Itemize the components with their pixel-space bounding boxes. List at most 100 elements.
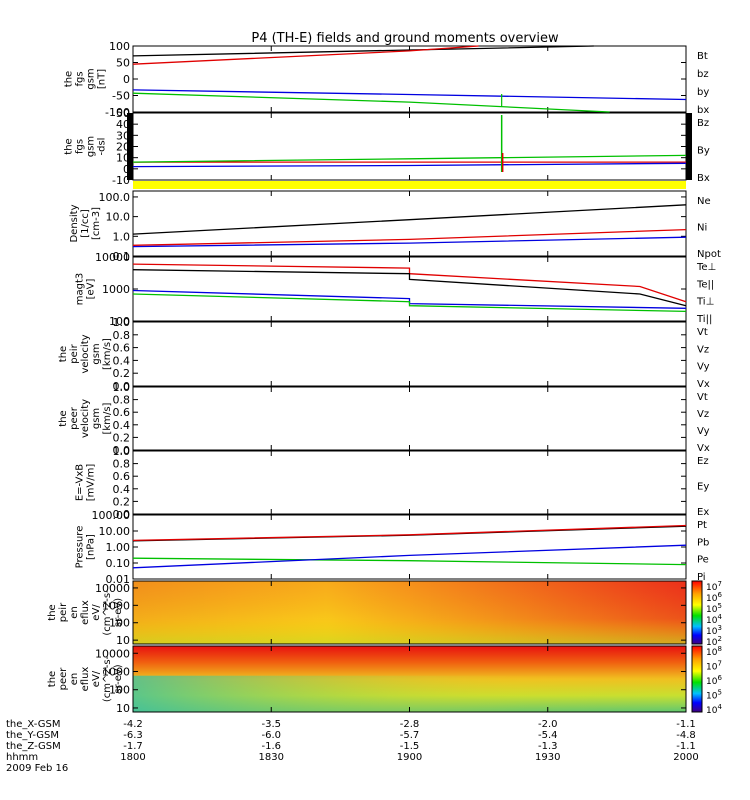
y-tick-label: 1.0 <box>113 445 131 458</box>
panel-fgs_gsm: 100 50 0 -50 -100 the fgs gsm [nT] Bt bz by bx <box>64 40 710 119</box>
footer-value: -1.5 <box>400 741 420 752</box>
panel-frame <box>132 256 687 322</box>
y-label-line: gsm <box>91 408 102 429</box>
footer-label-hhmm: hhmm <box>6 752 38 763</box>
legend-pe: Pe <box>697 555 709 566</box>
y-tick-label: 1.00 <box>106 541 131 554</box>
y-label-line: peer <box>69 406 80 430</box>
y-label-line: Pressure <box>75 526 86 569</box>
series-line-by <box>132 92 610 113</box>
series-line-ti <box>132 293 687 313</box>
legend-vy: Vy <box>697 426 710 437</box>
y-tick-label: 0.4 <box>113 354 131 367</box>
y-tick-label: 0.4 <box>113 419 131 432</box>
legend-by: by <box>697 87 709 98</box>
legend-vx: Vx <box>697 379 710 390</box>
legend-pi: Pi <box>697 572 706 583</box>
y-tick-label: 0.8 <box>113 458 131 471</box>
y-tick-label: 0.8 <box>113 329 131 342</box>
y-axis-label: E=-VxB [mV/m] <box>75 464 97 502</box>
legend-bx: Bx <box>697 173 710 184</box>
legend-bt: Bt <box>697 51 708 62</box>
legend-ti: Ti⊥ <box>696 297 714 308</box>
footer-value: 2000 <box>673 752 698 763</box>
panel-pressure: 100.00 10.00 1.00 0.10 0.01 Pressure [nPa] Pt Pb… <box>75 509 710 586</box>
y-tick-label: 10000 <box>95 647 130 660</box>
legend-ni: Ni <box>697 223 707 234</box>
footer-date: 2009 Feb 16 <box>6 763 68 774</box>
y-tick-label: 40 <box>116 118 130 131</box>
y-tick-label: 100 <box>109 684 130 697</box>
data-gap-marker-left <box>127 113 133 180</box>
y-tick-label: 50 <box>116 57 130 70</box>
y-tick-label: 0.2 <box>113 495 131 508</box>
y-label-line: gsm <box>86 136 97 157</box>
y-label-line: eV/ <box>91 604 102 621</box>
y-tick-label: 100.0 <box>99 191 131 204</box>
colorbar-tick-label: 106 <box>706 674 722 687</box>
footer-value: -2.0 <box>538 719 558 730</box>
y-tick-label: 100 <box>109 40 130 53</box>
y-tick-label: 0.0 <box>113 380 131 393</box>
y-label-line: [cm-3] <box>91 207 102 240</box>
series-line-pe <box>132 557 687 566</box>
y-tick-label: 1000 <box>102 599 130 612</box>
y-label-line: fgs <box>75 139 86 154</box>
y-label-line: eflux <box>80 667 91 692</box>
legend-ey: Ey <box>697 482 709 493</box>
y-axis-label: Density [1/cc] [cm-3] <box>69 204 102 242</box>
legend-vt: Vt <box>697 327 708 338</box>
panel-frame <box>132 514 687 580</box>
footer-value: -1.1 <box>676 741 696 752</box>
y-label-line: velocity <box>80 334 91 373</box>
footer-value: -4.2 <box>123 719 143 730</box>
legend-vz: Vz <box>697 344 709 355</box>
y-label-line: gsm <box>91 343 102 364</box>
y-tick-label: 0.10 <box>106 557 131 570</box>
y-axis-label: the peir en eflux eV/(cm^2-s-sr-eV) <box>47 589 124 636</box>
y-axis-label: the peer velocity gsm [km/s] <box>58 399 113 438</box>
legend-ti: Ti|| <box>696 314 712 325</box>
y-label-line: [eV] <box>86 279 97 300</box>
footer-value: -3.5 <box>261 719 281 730</box>
y-label-line: peer <box>58 667 69 691</box>
y-tick-label: 30 <box>116 129 130 142</box>
y-label-line: the <box>47 671 58 687</box>
y-label-line: eV/ <box>91 670 102 687</box>
y-label-line: gsm <box>86 68 97 89</box>
quality-flag-bar <box>133 181 686 189</box>
y-tick-label: 1.0 <box>113 230 131 243</box>
y-label-line: [1/cc] <box>80 209 91 238</box>
y-tick-label: 10 <box>116 152 130 165</box>
y-tick-label: 10.0 <box>106 211 131 224</box>
y-tick-label: 10000 <box>95 582 130 595</box>
y-axis-label: Pressure [nPa] <box>75 526 97 569</box>
y-tick-label: 0.01 <box>106 573 131 586</box>
y-label-line: the <box>58 410 69 426</box>
panel-frame <box>132 386 687 451</box>
series-line-pb <box>132 524 687 542</box>
y-tick-label: 0.4 <box>113 483 131 496</box>
y-tick-label: 10 <box>116 702 130 715</box>
legend-bz: Bz <box>697 118 709 129</box>
y-axis-label: the peir velocity gsm [km/s] <box>58 334 113 373</box>
colorbar-scale <box>691 645 703 713</box>
footer-value: 1930 <box>535 752 560 763</box>
legend-pt: Pt <box>697 520 707 531</box>
panel-frame <box>132 450 687 515</box>
series-line-by <box>132 154 687 163</box>
y-tick-label: 0.1 <box>113 250 131 263</box>
y-label-line: en <box>69 673 80 686</box>
y-label-line: (cm^2-s- <box>102 655 113 702</box>
legend-ex: Ex <box>697 507 709 518</box>
footer-value: -2.8 <box>400 719 420 730</box>
footer-label-theygsm: the_Y-GSM <box>6 730 59 741</box>
series-line-bt <box>132 45 594 57</box>
y-tick-label: 50 <box>116 107 130 120</box>
y-label-line: E=-VxB <box>75 464 86 501</box>
panel-frame <box>132 190 687 257</box>
footer-label-thexgsm: the_X-GSM <box>6 719 60 730</box>
panel-temperature: 10000 1000 100 magt3 [eV] Te⊥ Te|| Ti⊥ Ti|| <box>75 251 717 328</box>
